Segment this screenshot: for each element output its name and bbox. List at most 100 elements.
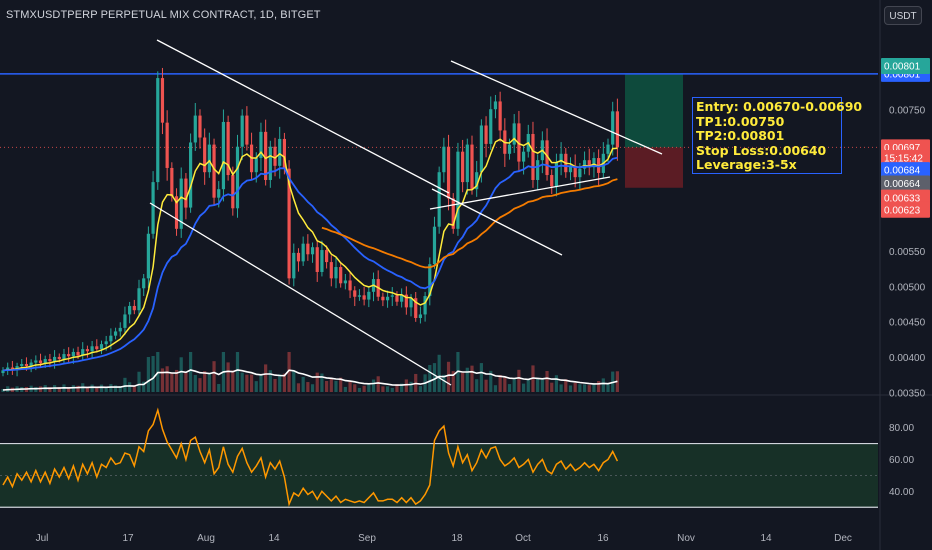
symbol-title: STMXUSDTPERP PERPETUAL MIX CONTRACT, 1D,…: [6, 9, 321, 21]
candle-body: [301, 243, 305, 262]
stop-loss-zone: [625, 147, 683, 188]
candle-body: [507, 144, 512, 154]
volume-bar: [231, 370, 235, 392]
volume-bar: [329, 377, 333, 392]
price-tag-bg: [881, 189, 930, 206]
time-tick-label: Dec: [834, 533, 852, 544]
volume-bar: [325, 380, 329, 392]
price-tag-label: 0.00684: [884, 166, 921, 177]
candle-body: [320, 250, 324, 272]
volume-bar: [273, 378, 277, 392]
candle-body: [306, 243, 310, 255]
volume-bar: [470, 365, 474, 392]
candle-body: [254, 158, 258, 173]
candle-body: [273, 146, 277, 166]
price-tag-bg: [881, 58, 930, 75]
time-tick-label: Jul: [36, 533, 49, 544]
stop-loss-label: Stop Loss:0.00640: [696, 142, 827, 158]
candle-body: [62, 354, 66, 360]
candle-body: [334, 267, 338, 279]
candle-body: [132, 305, 136, 311]
candle-body: [179, 178, 183, 229]
time-tick-label: 16: [597, 533, 609, 544]
time-tick-label: 14: [268, 533, 280, 544]
volume-bar: [151, 355, 155, 392]
volume-bar: [113, 385, 118, 392]
volume-bar: [132, 385, 136, 392]
candle-body: [151, 182, 155, 234]
volume-bar: [545, 370, 549, 392]
candle-body: [489, 109, 493, 144]
candle-body: [221, 121, 226, 190]
candle-body: [423, 296, 427, 315]
candle-body: [268, 146, 272, 180]
candle-body: [57, 356, 61, 360]
volume-bar: [179, 357, 183, 392]
volume-bar: [437, 354, 441, 392]
candle-body: [90, 346, 94, 352]
price-tag-label: 0.00664: [884, 179, 921, 190]
volume-bar: [240, 372, 244, 392]
leverage-label: Leverage:3-5x: [696, 157, 797, 173]
candle-body: [343, 280, 347, 284]
volume-bar: [57, 387, 61, 392]
volume-bar: [104, 386, 108, 392]
candle-body: [475, 172, 479, 190]
candle-body: [118, 327, 122, 332]
volume-bar: [451, 371, 455, 392]
price-tag-label: 15:15:42: [884, 154, 923, 165]
candle-body: [235, 146, 240, 209]
volume-bar: [493, 385, 498, 392]
time-tick-label: 14: [760, 533, 772, 544]
candle-body: [165, 122, 169, 168]
volume-bar: [34, 387, 38, 392]
volume-bar: [592, 383, 596, 392]
rsi-line: [2, 407, 619, 507]
candle-body: [212, 144, 216, 198]
volume-bar: [264, 364, 268, 392]
candle-body: [207, 144, 211, 173]
candle-body: [278, 138, 282, 166]
candle-body: [446, 146, 451, 199]
volume-bar: [582, 384, 587, 392]
candle-body: [404, 294, 408, 308]
price-tag-bg: [881, 162, 930, 179]
volume-bar: [418, 386, 423, 392]
volume-bar: [484, 379, 488, 392]
volume-bar: [212, 361, 216, 392]
volume-bar: [226, 362, 230, 392]
candle-body: [568, 165, 573, 173]
volume-bar: [550, 382, 554, 392]
volume-bar: [371, 379, 376, 392]
time-tick-label: 18: [451, 533, 463, 544]
candle-body: [559, 153, 563, 163]
candle-body: [34, 360, 38, 363]
candle-body: [156, 78, 160, 183]
candle-body: [287, 168, 291, 279]
currency-button[interactable]: USDT: [884, 6, 922, 25]
candle-body: [493, 101, 498, 110]
candle-body: [517, 123, 521, 162]
volume-bar: [48, 387, 52, 392]
candle-body: [160, 78, 165, 123]
volume-bar: [184, 372, 188, 392]
candle-body: [418, 314, 423, 318]
volume-bar: [306, 382, 310, 392]
volume-bar: [254, 381, 258, 392]
candle-body: [329, 262, 333, 279]
candle-body: [203, 137, 207, 173]
candle-body: [615, 111, 619, 148]
volume-bar: [99, 384, 104, 392]
candle-body: [15, 366, 19, 369]
candle-body: [226, 121, 230, 176]
volume-bar: [339, 377, 343, 392]
candle-body: [456, 151, 460, 229]
volume-bar: [146, 357, 150, 392]
trendline-5: [429, 176, 611, 210]
candle-body: [573, 165, 577, 178]
price-tag-bg: [881, 201, 930, 218]
volume-bar: [559, 384, 563, 392]
candle-body: [231, 175, 235, 209]
volume-bar: [517, 369, 521, 392]
